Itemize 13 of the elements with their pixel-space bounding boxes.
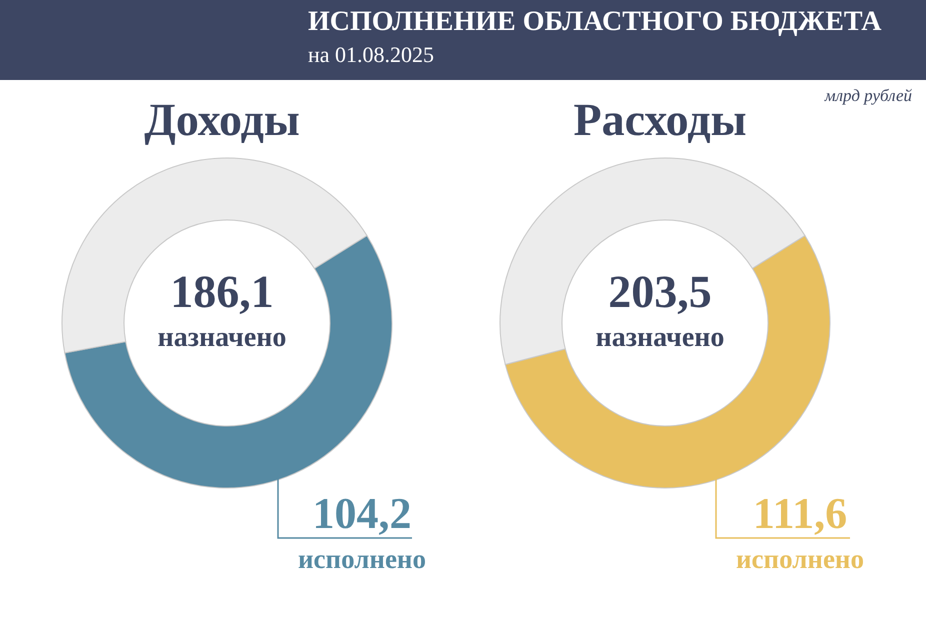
text: назначено [596,322,724,353]
chart-title: Доходы [144,94,300,145]
text: млрд рублей [824,86,912,106]
data-label: 111,6 [752,489,848,538]
text: 186,1 [170,266,274,317]
text: назначено [158,322,286,353]
data-label: 104,2 [312,489,412,538]
text: на 01.08.2025 [308,42,434,68]
slice-label: исполнено [298,544,426,574]
text: 203,5 [608,266,712,317]
chart-title: Расходы [573,94,747,145]
slice-label: исполнено [736,544,864,574]
text: ИСПОЛНЕНИЕ ОБЛАСТНОГО БЮДЖЕТА [308,6,882,38]
